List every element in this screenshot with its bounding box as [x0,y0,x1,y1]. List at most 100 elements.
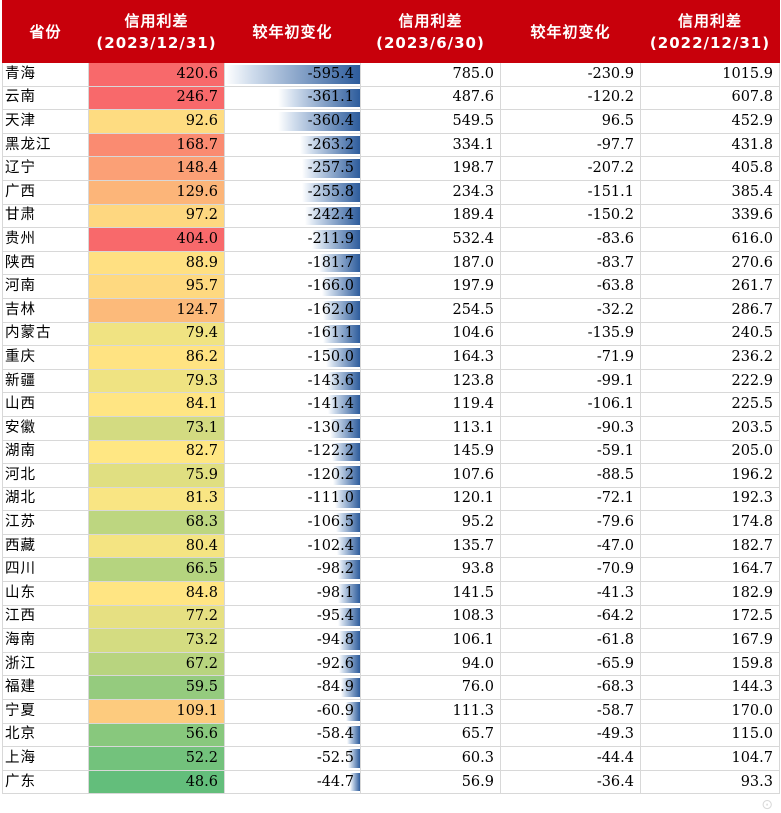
spread-2023-06-cell: 141.5 [360,581,501,606]
change-databar [330,418,360,438]
spread-2023-12-cell: 109.1 [88,699,225,724]
spread-2023-12-cell: 59.5 [88,675,225,701]
spread-2023-06-cell: 120.1 [360,486,501,512]
spread-2023-12-cell: 404.0 [88,227,225,252]
spread-2023-12-cell: 86.2 [88,345,225,370]
table-row: 贵州 404.0 -211.9 532.4 -83.6 616.0 [2,227,780,252]
spread-2023-12-cell: 246.7 [88,85,225,111]
change-2023-06-cell: -72.1 [500,486,641,512]
change-value: -92.6 [316,655,354,672]
change-value: -98.1 [316,584,354,601]
change-value: -360.4 [307,112,354,129]
table-row: 重庆 86.2 -150.0 164.3 -71.9 236.2 [2,345,780,370]
spread-2023-12-cell: 124.7 [88,297,225,323]
change-2023-12-cell: -161.1 [224,321,361,347]
change-value: -162.0 [307,301,354,318]
change-2023-06-cell: -44.4 [500,746,641,771]
change-2023-06-cell: -70.9 [500,557,641,583]
spread-2022-12-cell: 203.5 [640,415,780,441]
change-2023-12-cell: -52.5 [224,746,361,771]
change-2023-06-cell: -59.1 [500,439,641,465]
change-2023-12-cell: -166.0 [224,274,361,299]
spread-2023-12-cell: 92.6 [88,109,225,134]
province-cell: 新疆 [2,368,89,394]
table-row: 吉林 124.7 -162.0 254.5 -32.2 286.7 [2,297,780,323]
spread-2022-12-cell: 240.5 [640,321,780,347]
change-2023-12-cell: -60.9 [224,699,361,724]
table-row: 福建 59.5 -84.9 76.0 -68.3 144.3 [2,675,780,701]
spread-2023-12-cell: 48.6 [88,769,225,795]
change-databar [327,371,360,391]
table-row: 黑龙江 168.7 -263.2 334.1 -97.7 431.8 [2,132,780,158]
province-cell: 吉林 [2,297,89,323]
spread-2022-12-cell: 170.0 [640,699,780,724]
change-value: -150.0 [307,348,354,365]
change-value: -84.9 [316,679,354,696]
change-value: -166.0 [307,278,354,295]
spread-2023-12-cell: 148.4 [88,156,225,181]
province-cell: 广东 [2,769,89,795]
change-value: -44.7 [316,773,354,790]
province-cell: 贵州 [2,227,89,252]
spread-2023-12-cell: 52.2 [88,746,225,771]
change-value: -595.4 [307,65,354,82]
change-2023-12-cell: -111.0 [224,486,361,512]
change-value: -98.2 [316,561,354,578]
spread-2023-12-cell: 68.3 [88,510,225,535]
province-cell: 陕西 [2,250,89,276]
change-databar [335,513,360,532]
spread-2022-12-cell: 236.2 [640,345,780,370]
change-2023-06-cell: -150.2 [500,203,641,229]
spread-2023-12-cell: 129.6 [88,179,225,205]
change-2023-06-cell: -64.2 [500,604,641,630]
table-row: 西藏 80.4 -102.4 135.7 -47.0 182.7 [2,533,780,559]
change-value: -161.1 [307,325,354,342]
change-value: -130.4 [307,419,354,436]
spread-2023-06-cell: 94.0 [360,651,501,677]
change-2023-12-cell: -44.7 [224,769,361,795]
spread-2023-06-cell: 487.6 [360,85,501,111]
table-row: 山东 84.8 -98.1 141.5 -41.3 182.9 [2,581,780,606]
spread-2023-06-cell: 135.7 [360,533,501,559]
spread-2022-12-cell: 222.9 [640,368,780,394]
table-row: 广西 129.6 -255.8 234.3 -151.1 385.4 [2,179,780,205]
change-2023-06-cell: -90.3 [500,415,641,441]
change-2023-12-cell: -360.4 [224,109,361,134]
change-2023-12-cell: -255.8 [224,179,361,205]
spread-2023-06-cell: 95.2 [360,510,501,535]
spread-2023-06-cell: 234.3 [360,179,501,205]
change-databar [340,678,360,698]
spread-2023-06-cell: 56.9 [360,769,501,795]
change-value: -120.2 [307,466,354,483]
change-2023-06-cell: -63.8 [500,274,641,299]
header-row: 省份 信用利差 (2023/12/31) 较年初变化 信用利差 (2023/6/30… [2,0,780,63]
change-2023-12-cell: -84.9 [224,675,361,701]
spread-2023-06-cell: 187.0 [360,250,501,276]
change-value: -181.7 [307,254,354,271]
spread-2022-12-cell: 405.8 [640,156,780,181]
table-row: 云南 246.7 -361.1 487.6 -120.2 607.8 [2,85,780,111]
change-databar [338,631,360,650]
spread-2023-06-cell: 60.3 [360,746,501,771]
spread-2023-12-cell: 77.2 [88,604,225,630]
spread-2023-12-cell: 95.7 [88,274,225,299]
change-2023-06-cell: -68.3 [500,675,641,701]
header-spread-2023-6-30: 信用利差 (2023/6/30) [360,0,501,63]
change-2023-12-cell: -120.2 [224,463,361,488]
spread-2023-06-cell: 532.4 [360,227,501,252]
change-databar [225,65,360,84]
change-databar [348,749,360,768]
change-2023-06-cell: -58.7 [500,699,641,724]
table-header: 省份 信用利差 (2023/12/31) 较年初变化 信用利差 (2023/6/30… [2,0,780,63]
spread-2023-06-cell: 164.3 [360,345,501,370]
spread-2022-12-cell: 182.9 [640,581,780,606]
province-cell: 江西 [2,604,89,630]
spread-2022-12-cell: 182.7 [640,533,780,559]
spread-2022-12-cell: 164.7 [640,557,780,583]
spread-2022-12-cell: 385.4 [640,179,780,205]
province-cell: 四川 [2,557,89,583]
province-cell: 广西 [2,179,89,205]
spread-2023-06-cell: 93.8 [360,557,501,583]
province-cell: 北京 [2,722,89,748]
table-body: 青海 420.6 -595.4 785.0 -230.9 1015.9 云南 246.7 -36… [2,62,780,795]
